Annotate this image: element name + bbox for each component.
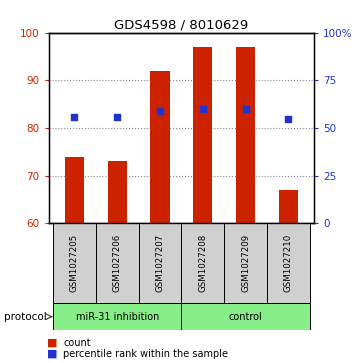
Bar <box>236 47 255 223</box>
Bar <box>96 223 139 303</box>
Text: protocol: protocol <box>4 312 46 322</box>
Text: GSM1027206: GSM1027206 <box>113 234 122 292</box>
Text: GSM1027209: GSM1027209 <box>241 234 250 292</box>
Bar <box>224 223 267 303</box>
Text: count: count <box>63 338 91 348</box>
Point <box>286 117 291 122</box>
Point <box>71 115 77 121</box>
Text: ■: ■ <box>47 349 57 359</box>
Text: miR-31 inhibition: miR-31 inhibition <box>75 312 159 322</box>
Bar <box>279 190 298 223</box>
Point <box>114 115 120 121</box>
Text: GSM1027205: GSM1027205 <box>70 234 79 292</box>
Bar <box>53 303 182 330</box>
Bar <box>182 223 224 303</box>
Bar <box>65 156 84 223</box>
Bar <box>108 161 127 223</box>
Text: control: control <box>229 312 262 322</box>
Text: GSM1027210: GSM1027210 <box>284 234 293 292</box>
Bar <box>182 303 310 330</box>
Bar <box>151 71 170 223</box>
Text: GSM1027208: GSM1027208 <box>198 234 207 292</box>
Bar <box>267 223 310 303</box>
Text: percentile rank within the sample: percentile rank within the sample <box>63 349 228 359</box>
Text: GSM1027207: GSM1027207 <box>156 234 165 292</box>
Point <box>243 106 248 112</box>
Point <box>200 106 206 112</box>
Text: ■: ■ <box>47 338 57 348</box>
Bar <box>193 47 212 223</box>
Point <box>157 109 163 114</box>
Title: GDS4598 / 8010629: GDS4598 / 8010629 <box>114 19 248 32</box>
Bar <box>139 223 182 303</box>
Bar <box>53 223 96 303</box>
